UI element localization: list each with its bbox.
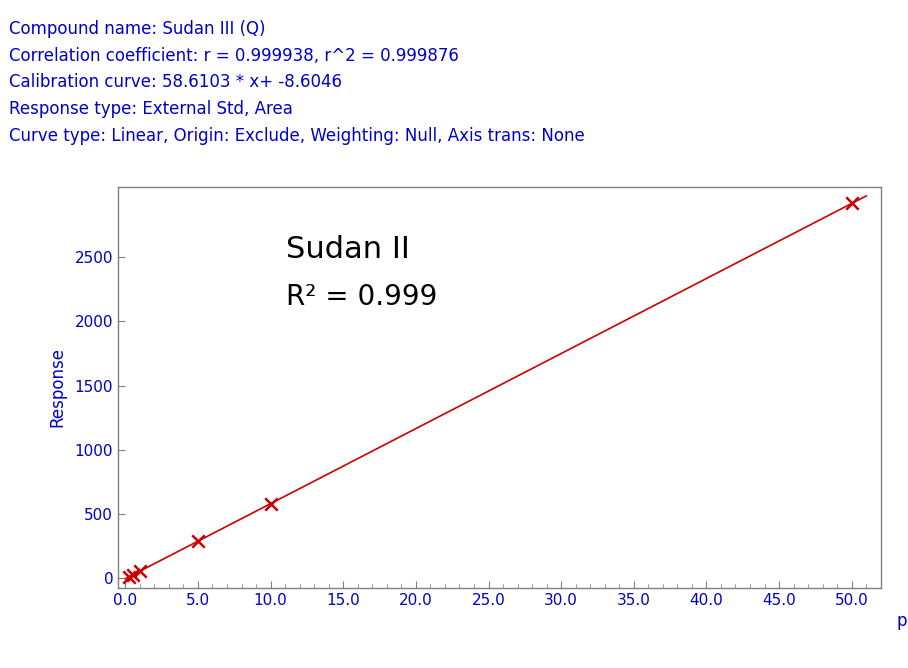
Text: ppb: ppb xyxy=(896,612,908,630)
Point xyxy=(263,498,278,509)
Text: Correlation coefficient: r = 0.999938, r^2 = 0.999876: Correlation coefficient: r = 0.999938, r… xyxy=(9,47,459,65)
Text: R² = 0.999: R² = 0.999 xyxy=(286,283,438,311)
Text: Sudan II: Sudan II xyxy=(286,235,410,264)
Text: Response type: External Std, Area: Response type: External Std, Area xyxy=(9,100,293,118)
Text: Curve type: Linear, Origin: Exclude, Weighting: Null, Axis trans: None: Curve type: Linear, Origin: Exclude, Wei… xyxy=(9,127,585,145)
Text: Compound name: Sudan III (Q): Compound name: Sudan III (Q) xyxy=(9,20,265,38)
Point xyxy=(133,566,147,576)
Point xyxy=(844,198,859,209)
Y-axis label: Response: Response xyxy=(48,347,66,428)
Point xyxy=(122,571,136,582)
Text: Calibration curve: 58.6103 * x+ -8.6046: Calibration curve: 58.6103 * x+ -8.6046 xyxy=(9,73,342,92)
Point xyxy=(125,570,140,580)
Point xyxy=(191,536,205,546)
